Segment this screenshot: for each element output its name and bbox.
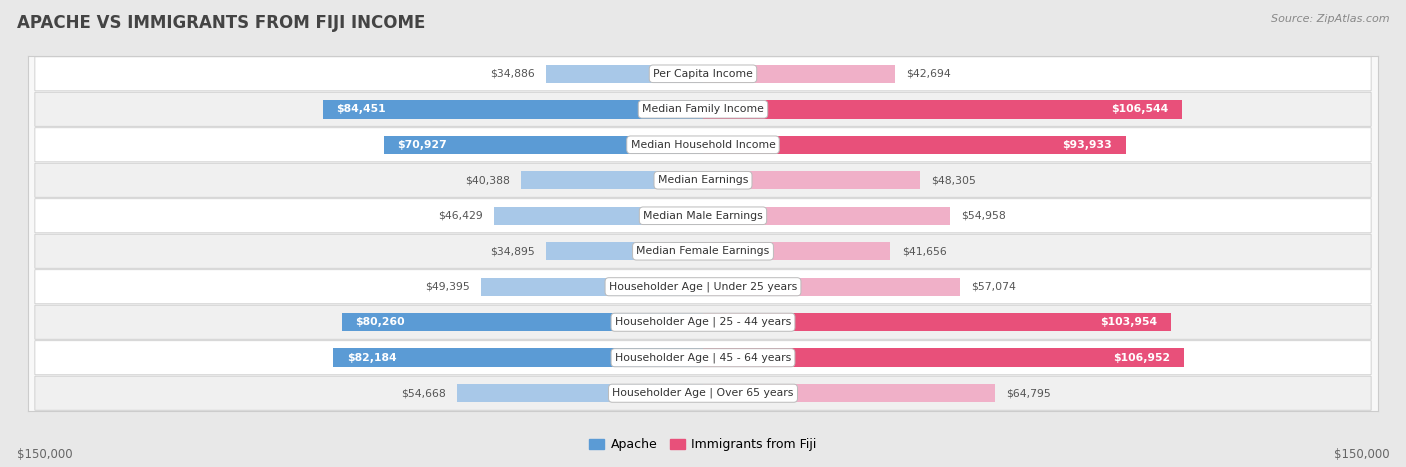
Bar [481,277,703,296]
Bar [703,277,960,296]
Text: $150,000: $150,000 [1333,448,1389,461]
Text: $106,952: $106,952 [1114,353,1171,363]
FancyBboxPatch shape [35,92,1371,126]
FancyBboxPatch shape [35,234,1371,268]
Text: $84,451: $84,451 [336,104,387,114]
Text: $57,074: $57,074 [972,282,1017,292]
FancyBboxPatch shape [35,305,1371,339]
Text: $82,184: $82,184 [347,353,396,363]
Text: APACHE VS IMMIGRANTS FROM FIJI INCOME: APACHE VS IMMIGRANTS FROM FIJI INCOME [17,14,425,32]
FancyBboxPatch shape [35,376,1371,410]
Text: $54,668: $54,668 [401,388,446,398]
FancyBboxPatch shape [35,341,1371,375]
Text: $41,656: $41,656 [901,246,946,256]
Bar [703,100,1182,119]
Bar [494,206,703,225]
Text: $34,895: $34,895 [491,246,534,256]
Bar [546,242,703,261]
Text: $46,429: $46,429 [439,211,482,221]
Text: $80,260: $80,260 [356,317,405,327]
Bar [703,313,1171,332]
Legend: Apache, Immigrants from Fiji: Apache, Immigrants from Fiji [585,433,821,456]
Text: Per Capita Income: Per Capita Income [652,69,754,79]
Bar [703,348,1184,367]
Text: Median Female Earnings: Median Female Earnings [637,246,769,256]
Bar [333,348,703,367]
Text: Householder Age | Over 65 years: Householder Age | Over 65 years [612,388,794,398]
Text: $48,305: $48,305 [932,175,976,185]
Text: $54,958: $54,958 [962,211,1007,221]
Bar [703,171,921,190]
Text: $106,544: $106,544 [1112,104,1168,114]
Text: $70,927: $70,927 [398,140,447,150]
Text: Source: ZipAtlas.com: Source: ZipAtlas.com [1271,14,1389,24]
Text: Median Earnings: Median Earnings [658,175,748,185]
Text: Householder Age | Under 25 years: Householder Age | Under 25 years [609,282,797,292]
Text: $40,388: $40,388 [465,175,510,185]
Text: $42,694: $42,694 [907,69,950,79]
Bar [342,313,703,332]
Bar [323,100,703,119]
Text: $49,395: $49,395 [425,282,470,292]
Bar [703,64,896,83]
Bar [703,242,890,261]
Bar [703,135,1126,154]
Bar [457,384,703,403]
Text: $93,933: $93,933 [1063,140,1112,150]
FancyBboxPatch shape [35,128,1371,162]
Text: Median Family Income: Median Family Income [643,104,763,114]
Text: Householder Age | 45 - 64 years: Householder Age | 45 - 64 years [614,353,792,363]
Bar [546,64,703,83]
FancyBboxPatch shape [35,199,1371,233]
Bar [703,206,950,225]
FancyBboxPatch shape [35,163,1371,197]
Text: Householder Age | 25 - 44 years: Householder Age | 25 - 44 years [614,317,792,327]
Bar [384,135,703,154]
Text: $150,000: $150,000 [17,448,73,461]
Text: Median Male Earnings: Median Male Earnings [643,211,763,221]
Bar [522,171,703,190]
FancyBboxPatch shape [35,57,1371,91]
Text: $64,795: $64,795 [1005,388,1050,398]
FancyBboxPatch shape [35,270,1371,304]
Text: $34,886: $34,886 [491,69,534,79]
Bar [703,384,994,403]
Text: Median Household Income: Median Household Income [630,140,776,150]
Text: $103,954: $103,954 [1099,317,1157,327]
